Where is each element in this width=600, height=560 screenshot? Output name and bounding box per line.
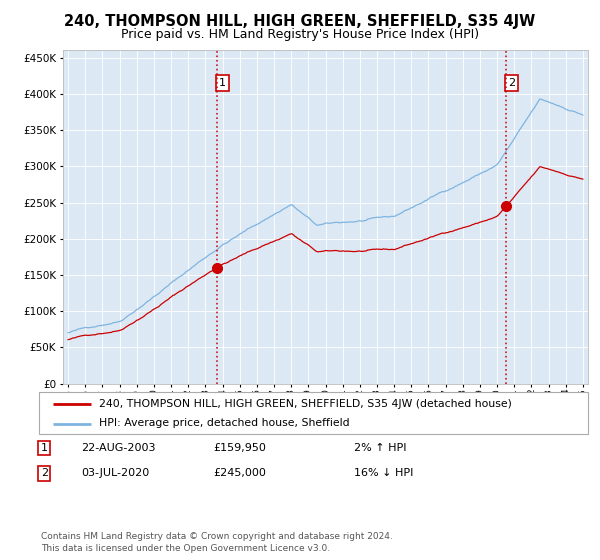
Text: 1: 1 <box>219 78 226 88</box>
Text: Price paid vs. HM Land Registry's House Price Index (HPI): Price paid vs. HM Land Registry's House … <box>121 28 479 41</box>
Text: £159,950: £159,950 <box>213 443 266 453</box>
Text: 2: 2 <box>41 468 48 478</box>
Text: 1: 1 <box>41 443 48 453</box>
Text: 16% ↓ HPI: 16% ↓ HPI <box>354 468 413 478</box>
Text: Contains HM Land Registry data © Crown copyright and database right 2024.
This d: Contains HM Land Registry data © Crown c… <box>41 532 392 553</box>
Text: £245,000: £245,000 <box>213 468 266 478</box>
Text: HPI: Average price, detached house, Sheffield: HPI: Average price, detached house, Shef… <box>100 418 350 428</box>
Text: 22-AUG-2003: 22-AUG-2003 <box>81 443 155 453</box>
Text: 240, THOMPSON HILL, HIGH GREEN, SHEFFIELD, S35 4JW: 240, THOMPSON HILL, HIGH GREEN, SHEFFIEL… <box>64 14 536 29</box>
Text: 2: 2 <box>508 78 515 88</box>
Text: 240, THOMPSON HILL, HIGH GREEN, SHEFFIELD, S35 4JW (detached house): 240, THOMPSON HILL, HIGH GREEN, SHEFFIEL… <box>100 399 512 409</box>
Text: 2% ↑ HPI: 2% ↑ HPI <box>354 443 407 453</box>
Text: 03-JUL-2020: 03-JUL-2020 <box>81 468 149 478</box>
